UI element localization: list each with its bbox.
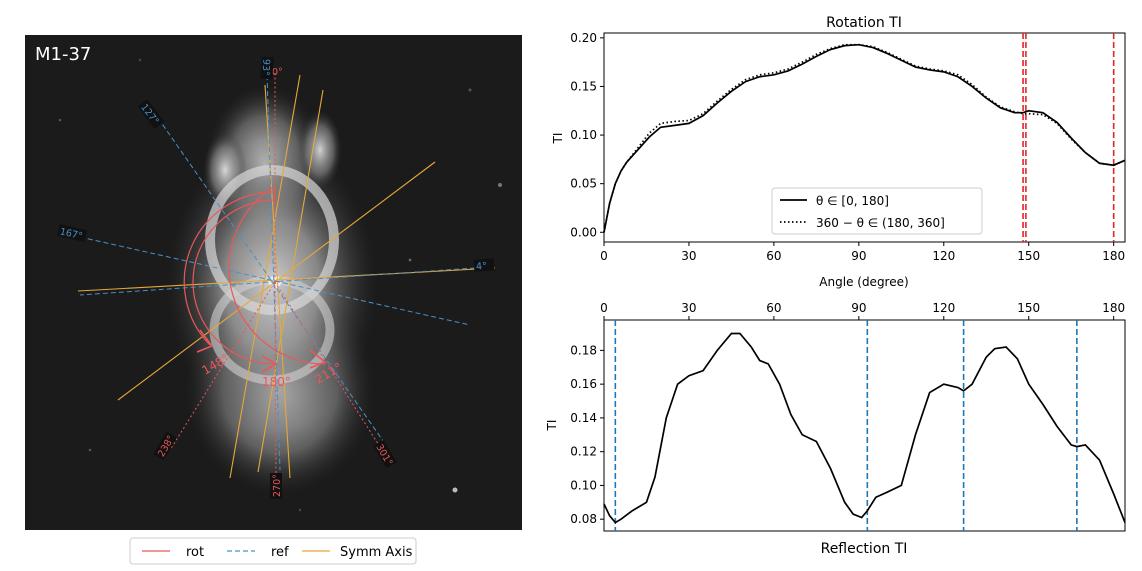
rot-label-0: 0° bbox=[272, 67, 283, 78]
svg-text:4°: 4° bbox=[476, 261, 488, 273]
rotation-vlines bbox=[1022, 33, 1115, 242]
rotation-y-ticks: 0.00 0.05 0.10 0.15 0.20 bbox=[570, 31, 604, 239]
ref-label-4: 4° bbox=[473, 258, 495, 273]
legend-ref-label: ref bbox=[271, 545, 289, 560]
x-tick-label: 30 bbox=[681, 301, 696, 315]
rotation-legend-solid-label: θ ∈ [0, 180] bbox=[816, 194, 889, 208]
x-tick-label: 120 bbox=[932, 301, 955, 315]
x-tick-label: 60 bbox=[766, 249, 781, 263]
reflection-y-ticks: 0.08 0.10 0.12 0.14 0.16 0.18 bbox=[570, 343, 604, 526]
rotation-x-ticks: 0 30 60 90 120 150 180 bbox=[600, 242, 1125, 263]
legend-rot-label: rot bbox=[186, 545, 204, 560]
series-line-solid bbox=[603, 43, 1126, 233]
y-tick-label: 0.12 bbox=[570, 445, 597, 459]
reflection-chart: 0.08 0.10 0.12 0.14 0.16 0.18 0 30 60 90 120 150 18… bbox=[545, 301, 1126, 557]
rotation-ylabel: TI bbox=[551, 133, 565, 145]
rot-label-270: 270° bbox=[270, 473, 283, 499]
ref-label-93: 93° bbox=[260, 56, 274, 80]
reflection-x-ticks: 0 30 60 90 120 150 180 bbox=[600, 301, 1125, 320]
x-tick-label: 90 bbox=[851, 249, 866, 263]
rot-arrowheads bbox=[196, 329, 327, 373]
reflection-vlines bbox=[614, 320, 1078, 531]
rotation-xlabel: Angle (degree) bbox=[819, 275, 908, 289]
image-panel: 0° 148° 180° 211° 238° 270° 301° 93° bbox=[25, 35, 522, 530]
ref-axes bbox=[79, 74, 476, 471]
x-tick-label: 0 bbox=[600, 301, 608, 315]
x-tick-label: 90 bbox=[851, 301, 866, 315]
rotation-series bbox=[603, 43, 1126, 233]
reflection-plot-frame bbox=[603, 319, 1126, 532]
svg-text:270°: 270° bbox=[272, 474, 283, 497]
legend-symm-axis-label: Symm Axis bbox=[340, 545, 413, 560]
rot-label-180: 180° bbox=[262, 375, 291, 389]
ref-label-167: 167° bbox=[57, 224, 87, 242]
reflection-chart-title: Reflection TI bbox=[821, 541, 908, 557]
y-tick-label: 0.16 bbox=[570, 377, 597, 391]
rot-arcs bbox=[183, 185, 326, 365]
rotation-plot-frame bbox=[603, 32, 1126, 243]
object-label: M1-37 bbox=[35, 44, 91, 65]
x-tick-label: 30 bbox=[681, 249, 696, 263]
series-line-solid bbox=[603, 332, 1126, 524]
image-legend: rot ref Symm Axis bbox=[129, 537, 417, 565]
x-tick-label: 150 bbox=[1017, 301, 1040, 315]
y-tick-label: 0.18 bbox=[570, 343, 597, 357]
rotation-legend: θ ∈ [0, 180] 360 − θ ∈ (180, 360] bbox=[771, 187, 983, 235]
y-tick-label: 0.10 bbox=[570, 478, 597, 492]
rotation-chart: Rotation TI 0.00 0.05 0.10 0.15 0.20 0 30 60 90… bbox=[551, 15, 1126, 289]
rotation-chart-title: Rotation TI bbox=[826, 15, 902, 31]
reflection-ylabel: TI bbox=[545, 420, 559, 432]
y-tick-label: 0.00 bbox=[570, 225, 597, 239]
x-tick-label: 120 bbox=[932, 249, 955, 263]
x-tick-label: 60 bbox=[766, 301, 781, 315]
x-tick-label: 180 bbox=[1102, 249, 1125, 263]
y-tick-label: 0.14 bbox=[570, 411, 597, 425]
y-tick-label: 0.10 bbox=[570, 128, 597, 142]
reflection-series bbox=[603, 332, 1126, 524]
rotation-legend-dotted-label: 360 − θ ∈ (180, 360] bbox=[816, 216, 945, 230]
x-tick-label: 150 bbox=[1017, 249, 1040, 263]
rot-lines bbox=[169, 72, 383, 479]
y-tick-label: 0.15 bbox=[570, 79, 597, 93]
y-tick-label: 0.08 bbox=[570, 512, 597, 526]
x-tick-label: 180 bbox=[1102, 301, 1125, 315]
y-tick-label: 0.05 bbox=[570, 177, 597, 191]
svg-text:93°: 93° bbox=[260, 59, 272, 76]
svg-text:167°: 167° bbox=[59, 226, 84, 242]
y-tick-label: 0.20 bbox=[570, 31, 597, 45]
x-tick-label: 0 bbox=[600, 249, 608, 263]
